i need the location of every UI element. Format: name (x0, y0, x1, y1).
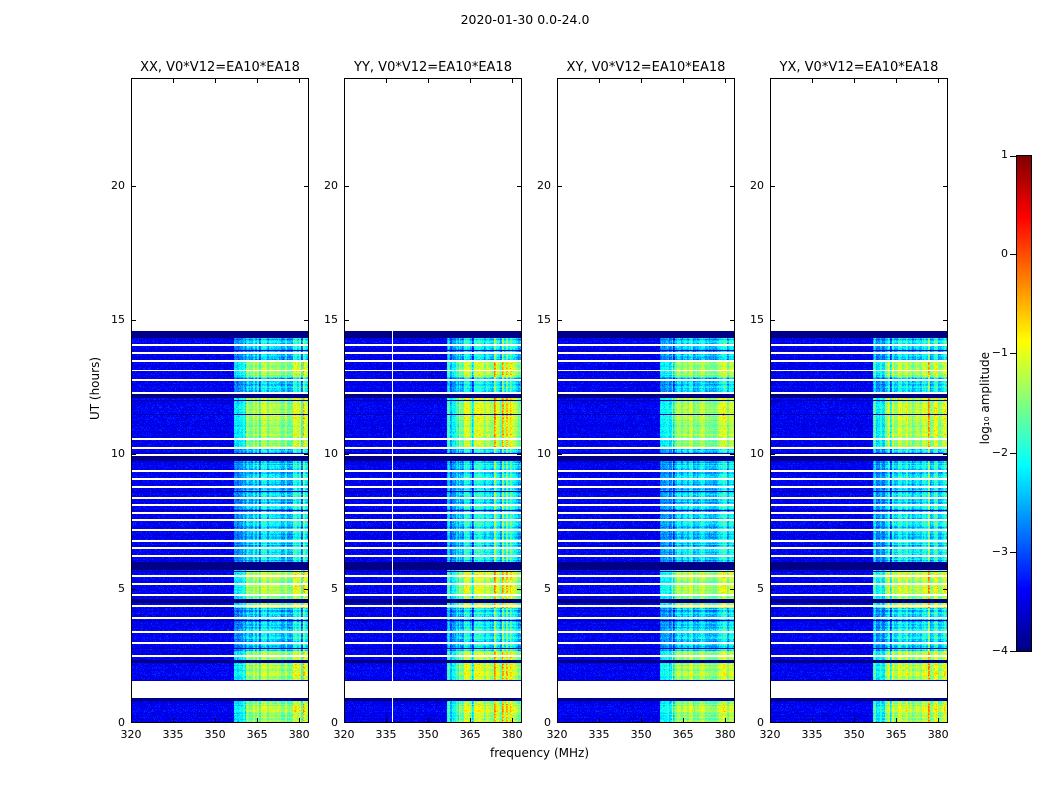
spectrogram-panel-xy (557, 78, 735, 723)
y-tick-label: 20 (750, 178, 764, 192)
x-tick-label: 365 (672, 728, 694, 741)
x-tick-label: 320 (120, 728, 142, 741)
panel-title-yx: YX, V0*V12=EA10*EA18 (779, 60, 939, 75)
x-tick-label: 350 (417, 728, 439, 741)
x-tick-label: 335 (588, 728, 610, 741)
y-tick-label: 10 (537, 447, 551, 461)
y-tick-label: 15 (537, 312, 551, 326)
x-tick-label: 380 (714, 728, 736, 741)
spectrogram-panel-yx (770, 78, 948, 723)
x-tick-label: 380 (501, 728, 523, 741)
colorbar-tick-label: 0 (1001, 247, 1008, 261)
x-axis-label: frequency (MHz) (489, 746, 590, 760)
colorbar-tick-label: −2 (991, 445, 1008, 459)
panel-title-xy: XY, V0*V12=EA10*EA18 (566, 60, 726, 75)
x-tick-label: 350 (204, 728, 226, 741)
y-tick-label: 15 (750, 312, 764, 326)
x-tick-label: 335 (801, 728, 823, 741)
x-tick-label: 380 (288, 728, 310, 741)
y-tick-label: 10 (750, 447, 764, 461)
figure-title: 2020-01-30 0.0-24.0 (460, 12, 590, 27)
x-tick-label: 320 (759, 728, 781, 741)
colorbar-tick-label: 1 (1001, 148, 1008, 161)
y-tick-label: 15 (111, 312, 125, 326)
colorbar-tick-label: −3 (991, 544, 1008, 558)
x-tick-label: 380 (927, 728, 949, 741)
y-tick-label: 5 (757, 581, 764, 595)
x-tick-label: 350 (630, 728, 652, 741)
spectrogram-panel-xx (131, 78, 309, 723)
y-tick-label: 10 (324, 447, 338, 461)
y-tick-label: 5 (331, 581, 338, 595)
y-tick-label: 10 (111, 447, 125, 461)
x-tick-label: 335 (375, 728, 397, 741)
y-tick-label: 15 (324, 312, 338, 326)
y-tick-label: 0 (544, 716, 551, 729)
y-axis-label: UT (hours) (88, 356, 102, 420)
panel-title-xx: XX, V0*V12=EA10*EA18 (140, 60, 300, 75)
panel-title-yy: YY, V0*V12=EA10*EA18 (354, 60, 512, 75)
x-tick-label: 320 (333, 728, 355, 741)
y-tick-label: 20 (537, 178, 551, 192)
x-tick-label: 365 (885, 728, 907, 741)
colorbar-tick-label: −4 (991, 644, 1008, 657)
y-tick-label: 5 (544, 581, 551, 595)
spectrogram-panel-yy (344, 78, 522, 723)
y-tick-label: 0 (331, 716, 338, 729)
x-tick-label: 365 (459, 728, 481, 741)
x-tick-label: 335 (162, 728, 184, 741)
y-tick-label: 0 (118, 716, 125, 729)
y-tick-label: 0 (757, 716, 764, 729)
y-tick-label: 5 (118, 581, 125, 595)
x-tick-label: 320 (546, 728, 568, 741)
colorbar (1008, 155, 1034, 652)
y-tick-label: 20 (111, 178, 125, 192)
colorbar-tick-label: −1 (991, 346, 1008, 360)
x-tick-label: 365 (246, 728, 268, 741)
colorbar-label: log₁₀ amplitude (978, 351, 992, 444)
y-tick-label: 20 (324, 178, 338, 192)
x-tick-label: 350 (843, 728, 865, 741)
